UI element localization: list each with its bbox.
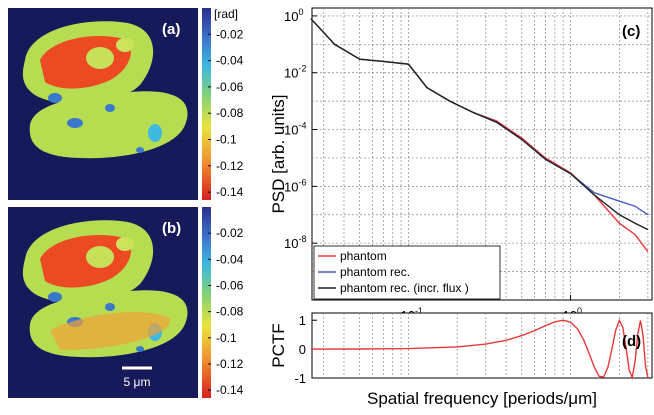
- colorbar-label: -0.08: [216, 305, 244, 319]
- colorbar-label: -0.04: [216, 54, 244, 68]
- tick-exponent: -1: [415, 306, 423, 316]
- colorbar-label: -0.08: [216, 106, 244, 120]
- legend-label: phantom: [340, 249, 387, 263]
- tick-label: 10-2: [284, 64, 306, 81]
- tick-label: 10-4: [284, 121, 306, 138]
- legend-label: phantom rec. (incr. flux ): [340, 281, 469, 295]
- tick-exponent: -6: [298, 177, 306, 187]
- y-tick-label: -1: [294, 371, 306, 386]
- colorbar-label: -0.12: [216, 357, 244, 371]
- colorbar-label: -0.02: [216, 226, 244, 240]
- image-a: [8, 8, 198, 200]
- tick-exponent: -4: [298, 121, 306, 131]
- legend: [313, 245, 501, 300]
- tick-base: 10: [284, 236, 298, 251]
- tick-exponent: 0: [298, 7, 303, 17]
- colorbar: [202, 207, 211, 398]
- colorbar-label: -0.04: [216, 252, 244, 266]
- tick-label: 10-6: [284, 177, 306, 194]
- y-axis-label: PCTF: [269, 323, 288, 367]
- y-axis-label: PSD [arb. units]: [269, 94, 288, 213]
- tick-label: 100: [284, 7, 303, 24]
- tick-exponent: -8: [298, 234, 306, 244]
- colorbar-label: -0.14: [216, 383, 244, 397]
- tick-exponent: -2: [298, 64, 306, 74]
- tick-exponent: 0: [577, 306, 582, 316]
- colorbar-unit: [rad]: [214, 7, 238, 21]
- panel-label: (b): [162, 220, 181, 237]
- tick-base: 10: [284, 123, 298, 138]
- tick-base: 10: [284, 179, 298, 194]
- tick-label: 10-8: [284, 234, 306, 251]
- colorbar: [202, 8, 211, 200]
- scalebar-label: 5 μm: [124, 375, 151, 389]
- image-b: [8, 207, 198, 398]
- legend-label: phantom rec.: [340, 265, 410, 279]
- colorbar-label: -0.1: [216, 133, 237, 147]
- colorbar-label: -0.06: [216, 278, 244, 292]
- x-axis-label: Spatial frequency [periods/μm]: [367, 389, 597, 408]
- colorbar-label: -0.02: [216, 27, 244, 41]
- y-tick-label: 1: [299, 313, 306, 328]
- tick-base: 10: [284, 9, 298, 24]
- y-tick-label: 0: [299, 342, 306, 357]
- plot-area: [311, 312, 653, 379]
- panel-label: (c): [622, 23, 640, 40]
- colorbar-label: -0.14: [216, 185, 244, 199]
- colorbar-label: -0.1: [216, 331, 237, 345]
- series-line: [310, 318, 649, 380]
- series-line: [310, 18, 649, 231]
- tick-base: 10: [284, 66, 298, 81]
- colorbar-label: -0.06: [216, 80, 244, 94]
- panel-label: (d): [622, 333, 641, 350]
- colorbar-label: -0.12: [216, 159, 244, 173]
- panel-label: (a): [162, 21, 180, 38]
